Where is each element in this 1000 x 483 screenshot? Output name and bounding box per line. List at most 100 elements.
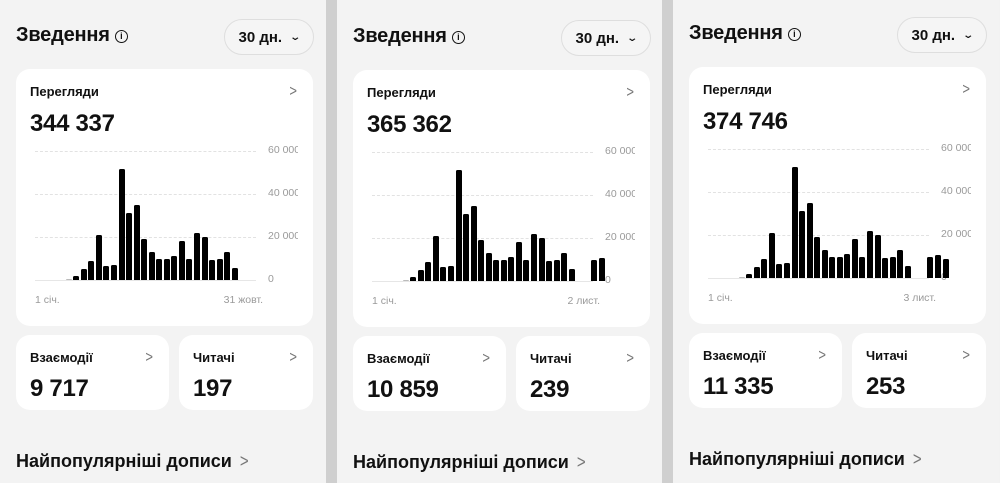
chart-bar[interactable] [515, 242, 522, 281]
chart-bar[interactable] [455, 170, 462, 281]
chart-bar[interactable] [934, 255, 941, 278]
chart-bar[interactable] [493, 259, 500, 281]
chart-bar[interactable] [553, 259, 560, 281]
chart-bar[interactable] [95, 234, 102, 280]
chart-bar[interactable] [463, 214, 470, 281]
chart-bar[interactable] [799, 211, 806, 278]
chart-bar[interactable] [867, 230, 873, 278]
section-title-text: Зведення [353, 25, 447, 47]
chart-bar[interactable] [194, 232, 200, 280]
period-dropdown[interactable]: 30 дн. ⌄ [224, 19, 314, 55]
interactions-card[interactable]: Взаємодії > 10 859 [353, 336, 506, 411]
chart-bar[interactable] [874, 235, 881, 278]
chart-bar[interactable] [836, 256, 843, 278]
views-card[interactable]: Перегляди > 344 337 60 000 40 000 20 000 0 1… [16, 69, 313, 326]
chart-bar[interactable] [561, 253, 568, 281]
chart-bar[interactable] [425, 261, 432, 281]
chart-bar[interactable] [485, 253, 492, 281]
chart-bar[interactable] [753, 267, 760, 278]
chart-bar[interactable] [402, 279, 409, 281]
info-circle-icon[interactable]: i [114, 30, 128, 43]
top-posts-label: Найпопулярніші дописи [689, 449, 905, 469]
chart-bar[interactable] [148, 252, 155, 280]
chart-bar[interactable] [791, 167, 798, 278]
chart-bar[interactable] [410, 276, 417, 281]
chart-bar[interactable] [447, 265, 454, 281]
top-posts-link[interactable]: Найпопулярніші дописи > [16, 451, 249, 472]
chart-bar[interactable] [156, 258, 163, 280]
readers-card[interactable]: Читачі > 197 [179, 335, 313, 410]
chart-bar[interactable] [478, 240, 485, 281]
chart-bar[interactable] [118, 169, 125, 280]
chart-bar[interactable] [844, 254, 851, 278]
chart-bar[interactable] [889, 256, 896, 278]
chart-bar[interactable] [231, 268, 238, 280]
chart-bar[interactable] [746, 273, 753, 278]
chart-bar[interactable] [224, 252, 231, 280]
chart-bar[interactable] [738, 276, 745, 278]
chart-bar[interactable] [103, 266, 110, 280]
chart-bar[interactable] [531, 233, 537, 281]
gridline [708, 235, 929, 236]
chart-bar[interactable] [470, 205, 477, 281]
chart-bar[interactable] [538, 238, 545, 281]
info-circle-icon[interactable]: i [451, 31, 465, 44]
chart-bar[interactable] [432, 235, 439, 281]
chart-bar[interactable] [904, 266, 911, 278]
chart-bar[interactable] [141, 239, 148, 280]
chart-bar[interactable] [209, 259, 216, 280]
chart-bar[interactable] [776, 264, 783, 278]
chart-bar[interactable] [110, 264, 117, 280]
chart-bar[interactable] [897, 250, 904, 278]
chart-bar[interactable] [598, 258, 605, 281]
period-dropdown[interactable]: 30 дн. ⌄ [897, 17, 987, 53]
chart-bar[interactable] [133, 204, 140, 280]
chart-bar[interactable] [882, 257, 889, 278]
chart-bar[interactable] [546, 260, 553, 281]
chart-bar[interactable] [201, 237, 208, 280]
chart-bar[interactable] [761, 258, 768, 278]
chart-bar[interactable] [171, 256, 178, 280]
chart-bar[interactable] [126, 213, 133, 280]
chart-bar[interactable] [163, 258, 170, 280]
chart-bar[interactable] [216, 258, 223, 280]
chart-bar[interactable] [523, 259, 530, 281]
interactions-card[interactable]: Взаємодії > 11 335 [689, 333, 842, 408]
chart-bar[interactable] [65, 278, 72, 280]
views-card[interactable]: Перегляди > 365 362 60 000 40 000 20 000 0 1… [353, 70, 650, 327]
chart-bar[interactable] [851, 239, 858, 278]
period-dropdown[interactable]: 30 дн. ⌄ [561, 20, 651, 56]
chart-bar[interactable] [417, 270, 424, 281]
chart-bar[interactable] [783, 262, 790, 278]
chart-bar[interactable] [806, 202, 813, 278]
section-title-text: Зведення [689, 22, 783, 44]
chart-bar[interactable] [814, 237, 821, 278]
chart-bar[interactable] [88, 260, 95, 280]
readers-card[interactable]: Читачі > 253 [852, 333, 986, 408]
chart-bar[interactable] [591, 259, 598, 281]
chart-bar[interactable] [73, 275, 80, 280]
chart-bar[interactable] [942, 258, 949, 278]
chevron-right-icon: > [289, 347, 297, 366]
x-axis-start-label: 1 січ. [372, 295, 397, 307]
chart-bar[interactable] [80, 269, 87, 280]
chart-bar[interactable] [768, 232, 775, 278]
chart-bar[interactable] [178, 241, 185, 280]
chart-bar[interactable] [568, 269, 575, 281]
chart-bar[interactable] [829, 256, 836, 278]
chart-bar[interactable] [440, 267, 447, 281]
top-posts-link[interactable]: Найпопулярніші дописи > [689, 449, 922, 470]
info-circle-icon[interactable]: i [787, 28, 801, 41]
top-posts-link[interactable]: Найпопулярніші дописи > [353, 452, 586, 473]
chart-bar[interactable] [500, 259, 507, 281]
views-label: Перегляди [703, 82, 772, 97]
chart-bar[interactable] [821, 250, 828, 278]
chart-bar[interactable] [186, 258, 193, 280]
chart-bar[interactable] [859, 256, 866, 278]
interactions-card[interactable]: Взаємодії > 9 717 [16, 335, 169, 410]
chart-bar[interactable] [508, 257, 515, 281]
chart-bar[interactable] [927, 256, 934, 278]
readers-card[interactable]: Читачі > 239 [516, 336, 650, 411]
x-axis-baseline [708, 278, 929, 279]
